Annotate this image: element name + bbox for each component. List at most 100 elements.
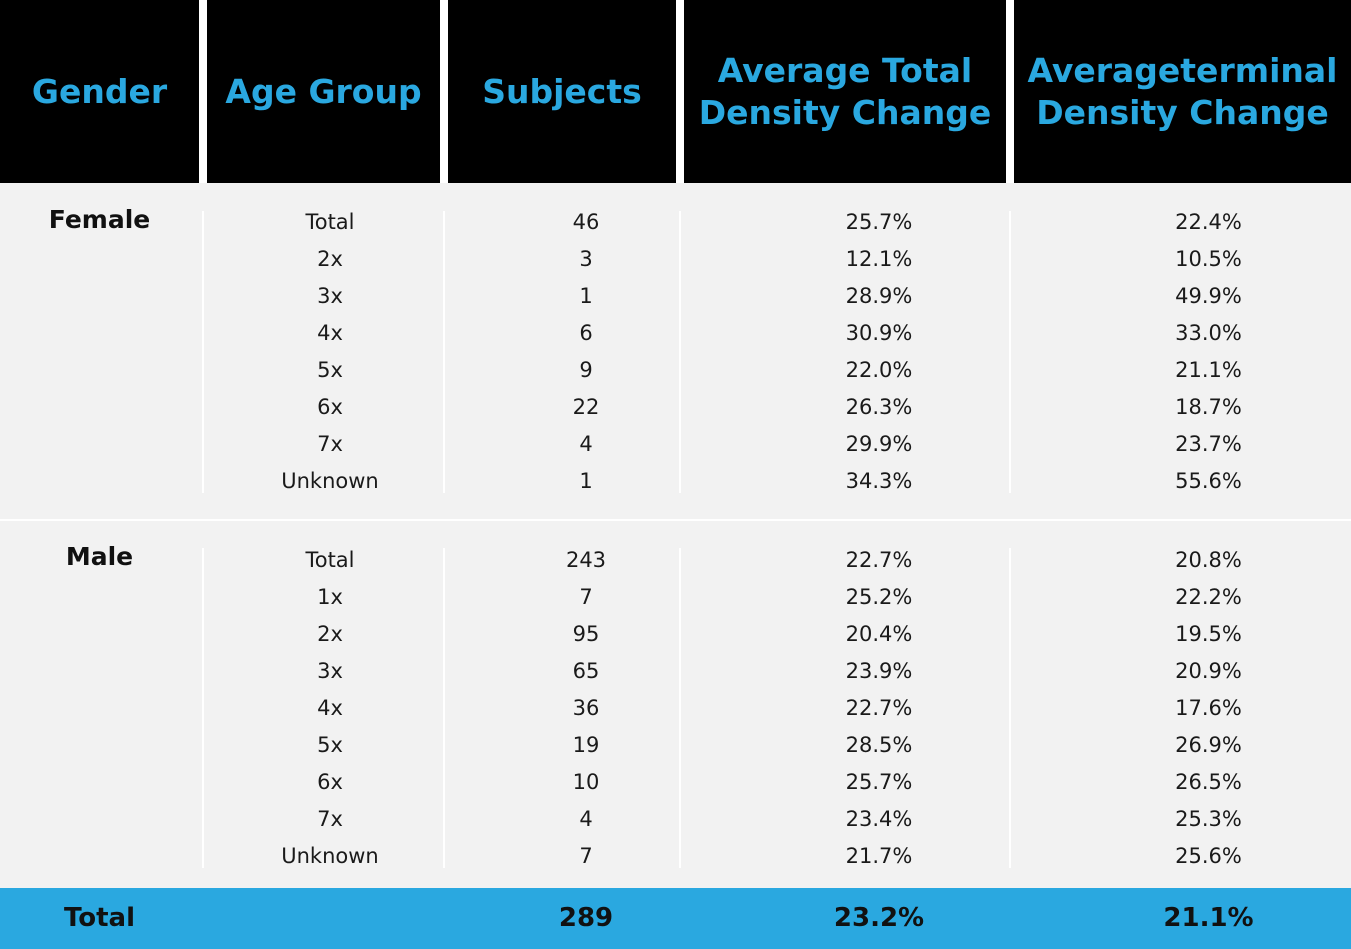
avg-terminal-density-cell: 26.5% xyxy=(1175,770,1242,794)
avg-terminal-density-cell: 21.1% xyxy=(1175,358,1242,382)
subjects-cell: 19 xyxy=(572,733,600,757)
age-group-cell: 6x xyxy=(317,395,343,419)
subjects-cell: 4 xyxy=(579,807,593,831)
avg-total-density-cell: 25.7% xyxy=(845,210,913,234)
header-age-group-label: Age Group xyxy=(225,71,422,111)
gender-male-label: Male xyxy=(65,542,134,571)
table-row: 6x 22 26.3% 18.7% xyxy=(0,389,1351,426)
column-divider xyxy=(1009,548,1011,868)
subjects-cell: 95 xyxy=(572,622,600,646)
section-divider xyxy=(0,519,1351,521)
table-row: 4x 36 22.7% 17.6% xyxy=(0,690,1351,727)
avg-total-density-cell: 23.9% xyxy=(845,659,913,683)
subjects-cell: 65 xyxy=(572,659,600,683)
subjects-cell: 9 xyxy=(579,358,593,382)
age-group-cell: 7x xyxy=(317,807,343,831)
avg-terminal-density-cell: 20.8% xyxy=(1175,548,1242,572)
age-group-cell: 1x xyxy=(317,585,343,609)
column-divider xyxy=(679,211,681,493)
grand-total-subjects: 289 xyxy=(558,903,614,933)
column-divider xyxy=(679,548,681,868)
avg-terminal-density-cell: 55.6% xyxy=(1175,469,1242,493)
table-header: Gender Age Group Subjects Average Total … xyxy=(0,0,1351,183)
female-section xyxy=(0,183,1351,519)
subjects-cell: 46 xyxy=(572,210,600,234)
subjects-cell: 7 xyxy=(579,585,593,609)
header-avg-total-line1: Average Total xyxy=(717,50,973,90)
table-row: 1x 7 25.2% 22.2% xyxy=(0,579,1351,616)
avg-total-density-cell: 22.7% xyxy=(845,548,913,572)
header-avg-term-line1: Averageterminal xyxy=(1027,50,1338,90)
subjects-cell: 10 xyxy=(572,770,600,794)
avg-total-density-cell: 29.9% xyxy=(845,432,913,456)
grand-total-avg-terminal: 21.1% xyxy=(1163,903,1254,933)
subjects-cell: 3 xyxy=(579,247,593,271)
table-row: 2x 95 20.4% 19.5% xyxy=(0,616,1351,653)
grand-total-row: Total 289 23.2% 21.1% xyxy=(0,888,1351,949)
age-group-cell: 6x xyxy=(317,770,343,794)
avg-total-density-cell: 34.3% xyxy=(845,469,913,493)
avg-total-density-cell: 28.5% xyxy=(845,733,913,757)
header-subjects: Subjects xyxy=(448,0,676,183)
age-group-cell: Total xyxy=(305,548,355,572)
gender-female-label: Female xyxy=(48,205,151,234)
column-divider xyxy=(1009,211,1011,493)
avg-terminal-density-cell: 22.4% xyxy=(1175,210,1242,234)
age-group-cell: 2x xyxy=(317,247,343,271)
header-gender-label: Gender xyxy=(31,71,168,111)
avg-terminal-density-cell: 26.9% xyxy=(1175,733,1242,757)
avg-terminal-density-cell: 18.7% xyxy=(1175,395,1242,419)
column-divider xyxy=(202,211,204,493)
grand-total-label: Total xyxy=(63,903,136,933)
column-divider xyxy=(202,548,204,868)
header-subjects-label: Subjects xyxy=(482,71,642,111)
avg-total-density-cell: 25.2% xyxy=(845,585,913,609)
age-group-cell: 4x xyxy=(317,321,343,345)
avg-total-density-cell: 12.1% xyxy=(845,247,913,271)
subjects-cell: 6 xyxy=(579,321,593,345)
header-gender: Gender xyxy=(0,0,199,183)
age-group-cell: Unknown xyxy=(281,844,379,868)
avg-total-density-cell: 23.4% xyxy=(845,807,913,831)
age-group-cell: 7x xyxy=(317,432,343,456)
header-average-total-density-change: Average Total Density Change xyxy=(684,0,1006,183)
avg-total-density-cell: 21.7% xyxy=(845,844,913,868)
avg-terminal-density-cell: 22.2% xyxy=(1175,585,1242,609)
subjects-cell: 36 xyxy=(572,696,600,720)
table-row: 7x 4 29.9% 23.7% xyxy=(0,426,1351,463)
table-row: 3x 1 28.9% 49.9% xyxy=(0,278,1351,315)
age-group-cell: 3x xyxy=(317,284,343,308)
avg-terminal-density-cell: 19.5% xyxy=(1175,622,1242,646)
table-row: Unknown 7 21.7% 25.6% xyxy=(0,838,1351,875)
age-group-cell: 4x xyxy=(317,696,343,720)
subjects-cell: 1 xyxy=(579,284,593,308)
avg-total-density-cell: 22.0% xyxy=(845,358,913,382)
male-section xyxy=(0,521,1351,888)
table-row: 3x 65 23.9% 20.9% xyxy=(0,653,1351,690)
table-row: Total 46 25.7% 22.4% xyxy=(0,204,1351,241)
subjects-cell: 4 xyxy=(579,432,593,456)
table-row: 5x 9 22.0% 21.1% xyxy=(0,352,1351,389)
avg-total-density-cell: 26.3% xyxy=(845,395,913,419)
table-row: 4x 6 30.9% 33.0% xyxy=(0,315,1351,352)
column-divider xyxy=(443,548,445,868)
avg-terminal-density-cell: 17.6% xyxy=(1175,696,1242,720)
grand-total-avg-total: 23.2% xyxy=(833,903,925,933)
age-group-cell: 5x xyxy=(317,358,343,382)
avg-terminal-density-cell: 20.9% xyxy=(1175,659,1242,683)
avg-terminal-density-cell: 25.6% xyxy=(1175,844,1242,868)
table-row: 2x 3 12.1% 10.5% xyxy=(0,241,1351,278)
subjects-cell: 22 xyxy=(572,395,600,419)
avg-total-density-cell: 25.7% xyxy=(845,770,913,794)
avg-terminal-density-cell: 49.9% xyxy=(1175,284,1242,308)
age-group-cell: Unknown xyxy=(281,469,379,493)
header-avg-total-line2: Density Change xyxy=(698,92,992,132)
avg-terminal-density-cell: 25.3% xyxy=(1175,807,1242,831)
avg-terminal-density-cell: 23.7% xyxy=(1175,432,1242,456)
table-row: 7x 4 23.4% 25.3% xyxy=(0,801,1351,838)
subjects-cell: 7 xyxy=(579,844,593,868)
age-group-cell: 5x xyxy=(317,733,343,757)
header-average-terminal-density-change: Averageterminal Density Change xyxy=(1014,0,1351,183)
subjects-cell: 243 xyxy=(565,548,607,572)
avg-total-density-cell: 28.9% xyxy=(845,284,913,308)
